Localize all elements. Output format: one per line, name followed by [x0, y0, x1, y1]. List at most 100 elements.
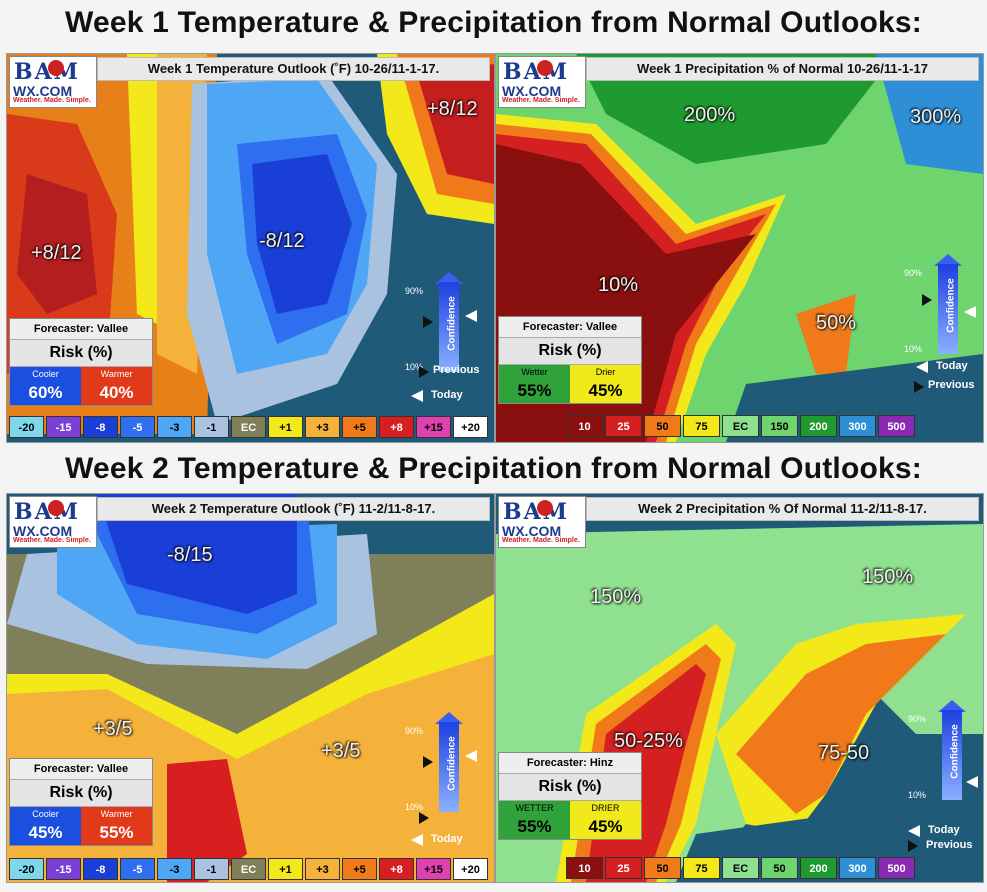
contour-label: +8/12: [31, 242, 82, 264]
legend-swatch: +3: [305, 858, 340, 880]
previous-icon: [419, 812, 429, 824]
week2-temperature-map: [7, 494, 494, 882]
today-label: Today: [431, 389, 463, 401]
legend-swatch: EC: [231, 858, 266, 880]
legend-swatch: +20: [453, 416, 488, 438]
legend-swatch: -8: [83, 858, 118, 880]
previous-icon: [908, 840, 918, 852]
legend-swatch: 50: [644, 415, 681, 437]
legend-swatch: -20: [9, 416, 44, 438]
contour-label: 150%: [590, 586, 642, 608]
contour-label: 300%: [910, 106, 962, 128]
legend-swatch: 500: [878, 415, 915, 437]
legend-swatch: EC: [231, 416, 266, 438]
risk-title: Risk (%): [10, 780, 152, 807]
today-label: Today: [431, 833, 463, 845]
panel-title: Week 2 Temperature Outlook (˚F) 11-2/11-…: [97, 497, 490, 521]
contour-label: 75-50: [818, 742, 870, 764]
legend-swatch: -3: [157, 416, 192, 438]
legend-swatch: +15: [416, 858, 451, 880]
forecaster: Forecaster: Vallee: [10, 759, 152, 780]
legend-swatch: -5: [120, 858, 155, 880]
legend-swatch: 500: [878, 857, 915, 879]
temperature-legend: -20 -15 -8 -5 -3 -1 EC +1 +3 +5 +8 +15 +20: [9, 416, 490, 438]
forecaster: Forecaster: Vallee: [499, 317, 641, 338]
contour-label: +3/5: [321, 740, 361, 762]
legend-swatch: 300: [839, 415, 876, 437]
week1-heading: Week 1 Temperature & Precipitation from …: [65, 6, 922, 39]
risk-box: Forecaster: Vallee Risk (%) Wetter 55% Dr…: [498, 316, 642, 404]
legend-swatch: 75: [683, 857, 720, 879]
legend-swatch: 10: [566, 415, 603, 437]
legend-swatch: +8: [379, 858, 414, 880]
previous-label: Previous: [433, 364, 480, 376]
contour-label: +3/5: [93, 718, 133, 740]
today-marker-icon: [966, 776, 978, 788]
legend-swatch: -1: [194, 858, 229, 880]
week1-temperature-panel: Week 1 Temperature Outlook (˚F) 10-26/11…: [6, 53, 495, 443]
confidence-scale: Confidence 90% 10%: [405, 272, 491, 412]
legend-swatch: +20: [453, 858, 488, 880]
legend-swatch: 50: [761, 857, 798, 879]
confidence-scale: Confidence 90% 10%: [904, 254, 983, 394]
legend-swatch: 300: [839, 857, 876, 879]
panel-title: Week 2 Precipitation % Of Normal 11-2/11…: [586, 497, 979, 521]
previous-marker-icon: [423, 316, 433, 328]
precipitation-legend: 10 25 50 75 EC 50 200 300 500: [566, 857, 917, 879]
contour-label: 200%: [684, 104, 736, 126]
legend-swatch: 200: [800, 857, 837, 879]
legend-swatch: 10: [566, 857, 603, 879]
risk-box: Forecaster: Vallee Risk (%) Cooler 45% Wa…: [9, 758, 153, 846]
legend-swatch: +5: [342, 416, 377, 438]
today-marker-icon: [465, 750, 477, 762]
today-icon: [411, 390, 423, 402]
today-marker-icon: [964, 306, 976, 318]
precipitation-legend: 10 25 50 75 EC 150 200 300 500: [566, 415, 917, 437]
contour-label: -8/15: [167, 544, 213, 566]
risk-title: Risk (%): [10, 340, 152, 367]
legend-swatch: -15: [46, 858, 81, 880]
confidence-scale: Confidence 90% 10%: [405, 712, 491, 852]
week1-precipitation-panel: Week 1 Precipitation % of Normal 10-26/1…: [495, 53, 984, 443]
risk-title: Risk (%): [499, 774, 641, 801]
contour-label: -8/12: [259, 230, 305, 252]
contour-label: 10%: [598, 274, 639, 296]
bam-logo: BAM WX.COM Weather. Made. Simple.: [9, 496, 97, 548]
legend-swatch: 150: [761, 415, 798, 437]
previous-icon: [419, 366, 429, 378]
today-marker-icon: [465, 310, 477, 322]
legend-swatch: +3: [305, 416, 340, 438]
bam-logo: BAM WX.COM Weather. Made. Simple.: [9, 56, 97, 108]
risk-box: Forecaster: Vallee Risk (%) Cooler 60% Wa…: [9, 318, 153, 406]
contour-label: 50%: [816, 312, 857, 334]
previous-label: Previous: [926, 839, 973, 851]
legend-swatch: EC: [722, 857, 759, 879]
legend-swatch: +5: [342, 858, 377, 880]
legend-swatch: +1: [268, 858, 303, 880]
panel-title: Week 1 Precipitation % of Normal 10-26/1…: [586, 57, 979, 81]
today-label: Today: [936, 360, 968, 372]
confidence-scale: Confidence 90% 10%: [908, 700, 983, 840]
week2-temperature-panel: Week 2 Temperature Outlook (˚F) 11-2/11-…: [6, 493, 495, 883]
legend-swatch: -1: [194, 416, 229, 438]
previous-icon: [914, 381, 924, 393]
legend-swatch: 25: [605, 857, 642, 879]
contour-label: 50-25%: [614, 730, 683, 752]
legend-swatch: 25: [605, 415, 642, 437]
week2-heading: Week 2 Temperature & Precipitation from …: [65, 452, 922, 485]
previous-marker-icon: [922, 294, 932, 306]
legend-swatch: -20: [9, 858, 44, 880]
legend-swatch: -8: [83, 416, 118, 438]
legend-swatch: +8: [379, 416, 414, 438]
week2-precipitation-panel: Week 2 Precipitation % Of Normal 11-2/11…: [495, 493, 984, 883]
bam-logo: BAM WX.COM Weather. Made. Simple.: [498, 496, 586, 548]
legend-swatch: 200: [800, 415, 837, 437]
legend-swatch: -15: [46, 416, 81, 438]
legend-swatch: -3: [157, 858, 192, 880]
panel-title: Week 1 Temperature Outlook (˚F) 10-26/11…: [97, 57, 490, 81]
previous-label: Previous: [928, 379, 975, 391]
today-label: Today: [928, 824, 960, 836]
legend-swatch: EC: [722, 415, 759, 437]
today-icon: [916, 361, 928, 373]
risk-title: Risk (%): [499, 338, 641, 365]
